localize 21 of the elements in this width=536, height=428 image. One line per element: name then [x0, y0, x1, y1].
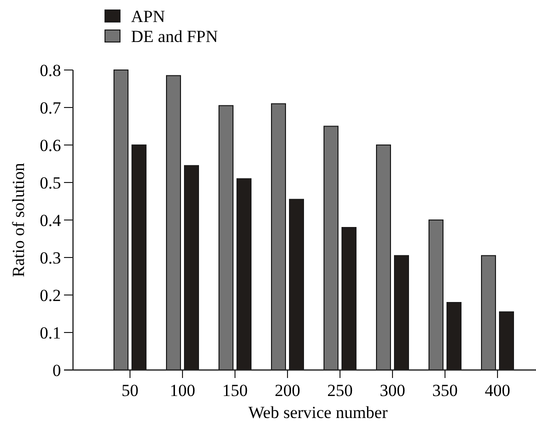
y-tick-label: 0.5 [40, 173, 61, 192]
y-tick-label: 0 [52, 360, 61, 380]
x-tick-label: 50 [122, 381, 138, 400]
y-tick-label: 0.7 [40, 98, 62, 118]
x-tick-label: 350 [432, 381, 458, 400]
legend-label: DE and FPN [131, 26, 218, 46]
y-tick-label: 0.3 [40, 248, 61, 268]
y-tick-label: 0.8 [40, 60, 61, 80]
legend-label: APN [131, 6, 166, 26]
y-tick-label: 0.1 [40, 323, 61, 342]
x-tick-label: 200 [274, 381, 300, 400]
y-tick-label: 0.6 [40, 136, 61, 155]
x-tick-label: 100 [170, 381, 196, 400]
y-tick-label: 0.2 [40, 286, 61, 305]
y-tick-label: 0.4 [40, 210, 62, 230]
x-tick-label: 250 [327, 381, 353, 400]
x-tick-label: 400 [484, 381, 510, 400]
x-axis-title: Web service number [248, 403, 388, 422]
x-tick-label: 150 [222, 381, 248, 400]
y-axis-title: Ratio of solution [9, 162, 28, 278]
x-tick-label: 300 [380, 381, 406, 400]
